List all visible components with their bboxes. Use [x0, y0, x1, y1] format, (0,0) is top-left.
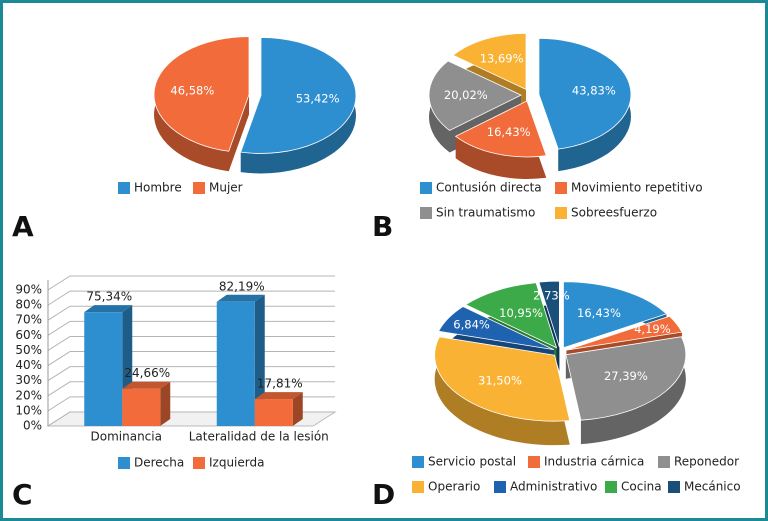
slice [538, 37, 632, 150]
panel-label: B [372, 210, 393, 243]
slice-label: 43,83% [572, 83, 616, 97]
slice [566, 315, 683, 351]
y-tick-label: 50% [15, 343, 42, 357]
legend-label: Operario [428, 480, 480, 494]
legend-swatch [528, 456, 540, 468]
legend-label: Movimiento repetitivo [571, 181, 703, 195]
panel-label: C [12, 478, 33, 511]
y-tick-label: 60% [15, 328, 42, 342]
value-label: 24,66% [124, 366, 170, 380]
legend-swatch [555, 182, 567, 194]
slice-label: 27,39% [604, 369, 648, 383]
slice-label: 10,95% [499, 306, 543, 320]
x-tick-label: Dominancia [91, 430, 162, 444]
slice-label: 6,84% [453, 318, 490, 332]
y-tick-label: 0% [23, 419, 42, 433]
legend-swatch [412, 456, 424, 468]
slice [538, 280, 560, 348]
legend-label: Sin traumatismo [436, 206, 535, 220]
legend-label: Administrativo [510, 480, 597, 494]
slice [563, 281, 668, 349]
slice [464, 282, 558, 349]
y-tick-label: 40% [15, 358, 42, 372]
legend-swatch [412, 481, 424, 493]
slice-label: 20,02% [444, 88, 488, 102]
x-tick-label: Lateralidad de la lesión [189, 430, 329, 444]
slice-label: 2,73% [533, 288, 570, 302]
legend-label: Cocina [621, 480, 662, 494]
bar-side [160, 381, 171, 426]
bar [254, 399, 293, 426]
slice [565, 336, 687, 421]
legend-label: Sobreesfuerzo [571, 206, 657, 220]
y-tick-label: 90% [15, 283, 42, 297]
legend-label: Izquierda [209, 456, 264, 470]
slice [454, 100, 547, 158]
slice [452, 32, 527, 90]
slice [434, 336, 571, 422]
bar [216, 301, 255, 426]
bar-top [84, 305, 133, 313]
bar [122, 388, 161, 426]
legend-swatch [555, 207, 567, 219]
slice-label: 16,43% [487, 125, 531, 139]
slice [240, 37, 357, 154]
slice-label: 31,50% [478, 373, 522, 387]
legend-swatch [193, 182, 205, 194]
legend-label: Mecánico [684, 480, 741, 494]
slice-side [434, 336, 570, 446]
legend-swatch [605, 481, 617, 493]
legend-swatch [118, 457, 130, 469]
slice-label: 46,58% [170, 83, 214, 97]
bar-top [216, 294, 265, 302]
legend-label: Industria cárnica [544, 455, 644, 469]
y-tick-label: 80% [15, 298, 42, 312]
value-label: 75,34% [86, 290, 132, 304]
slice-label: 13,69% [480, 52, 524, 66]
panel-label: A [12, 210, 34, 243]
slice-label: 16,43% [577, 306, 621, 320]
legend-label: Reponedor [674, 455, 739, 469]
legend-swatch [494, 481, 506, 493]
legend-swatch [658, 456, 670, 468]
bar [84, 312, 123, 426]
slice [437, 306, 555, 351]
legend-label: Derecha [134, 456, 184, 470]
slice-label: 4,19% [634, 322, 671, 336]
legend-label: Contusión directa [436, 181, 542, 195]
bar-top [254, 392, 303, 400]
bar-top [122, 381, 171, 389]
legend-swatch [420, 207, 432, 219]
y-tick-label: 20% [15, 388, 42, 402]
slice-label: 53,42% [296, 92, 340, 106]
panel-label: D [372, 478, 395, 511]
legend-swatch [118, 182, 130, 194]
bar-side [292, 392, 303, 426]
legend-label: Hombre [134, 181, 182, 195]
legend-label: Mujer [209, 181, 243, 195]
legend-swatch [668, 481, 680, 493]
y-tick-label: 30% [15, 373, 42, 387]
slice [153, 36, 250, 152]
grid-line [47, 290, 335, 306]
legend-swatch [193, 457, 205, 469]
slice [428, 60, 522, 131]
bar-side [254, 294, 265, 426]
y-tick-label: 70% [15, 313, 42, 327]
value-label: 82,19% [219, 279, 265, 293]
slice-side [455, 100, 547, 179]
grid-line [47, 275, 335, 291]
value-label: 17,81% [257, 377, 303, 391]
legend-swatch [420, 182, 432, 194]
legend-label: Servicio postal [428, 455, 516, 469]
y-tick-label: 10% [15, 403, 42, 417]
